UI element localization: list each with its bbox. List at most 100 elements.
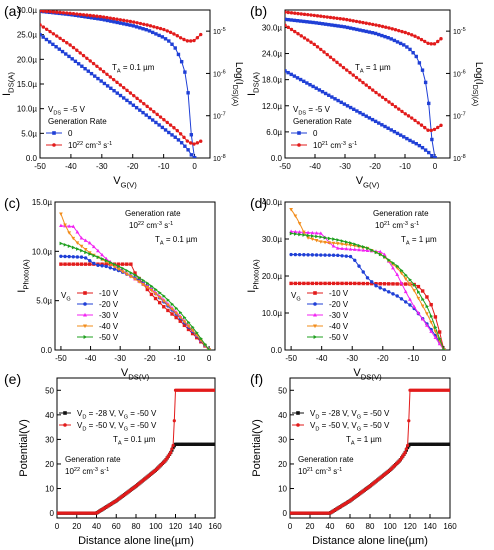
data-point xyxy=(423,125,427,130)
chart-panel-f: (f) 0 20 40 60 80 100 120 140 160 0 10 20 30 40 50 Dista… xyxy=(250,371,457,547)
x-tick-label: -30 xyxy=(96,162,108,171)
data-point xyxy=(319,235,323,239)
data-point xyxy=(311,20,315,25)
data-point xyxy=(335,16,339,20)
data-point xyxy=(436,125,440,130)
data-point xyxy=(348,26,353,30)
data-point xyxy=(111,17,116,21)
data-point xyxy=(427,150,431,155)
data-point xyxy=(390,102,394,107)
data-point xyxy=(172,32,176,36)
data-point xyxy=(306,233,311,238)
data-point xyxy=(293,252,298,257)
data-point xyxy=(80,248,84,253)
data-point xyxy=(361,281,365,286)
data-point xyxy=(63,223,67,227)
legend-swatch-marker xyxy=(297,131,301,135)
data-point xyxy=(149,288,154,293)
panel-label: (d) xyxy=(250,195,267,211)
data-point xyxy=(125,19,129,23)
legend-title: VG​ xyxy=(291,291,301,302)
x-tick-label: -10 xyxy=(399,162,411,171)
data-point xyxy=(96,17,100,21)
data-point xyxy=(370,280,374,284)
data-point xyxy=(361,112,365,117)
plot-frame xyxy=(54,201,216,351)
data-point xyxy=(335,246,340,250)
data-point xyxy=(398,41,403,46)
data-point xyxy=(344,281,348,286)
data-point xyxy=(286,17,290,22)
x-axis-label: VG(V)​ xyxy=(113,175,137,189)
panel-label: (e) xyxy=(4,371,21,387)
data-point xyxy=(340,242,344,247)
annotation-vds: VDS​ = -5 V xyxy=(48,105,86,116)
data-point xyxy=(147,29,152,33)
data-point xyxy=(395,264,400,269)
data-point xyxy=(310,281,315,286)
data-point xyxy=(295,76,300,80)
series-line xyxy=(60,255,210,350)
data-point xyxy=(199,139,203,143)
data-point xyxy=(296,11,300,16)
data-point xyxy=(160,125,165,130)
data-point xyxy=(190,329,195,333)
annotation-ta: TA​ = 1 µm xyxy=(401,235,437,246)
data-point xyxy=(289,11,294,15)
data-point xyxy=(92,253,96,258)
data-point xyxy=(306,236,310,240)
data-point xyxy=(91,14,96,18)
data-point xyxy=(128,91,133,95)
data-point xyxy=(176,52,181,57)
data-point xyxy=(403,450,407,454)
data-point xyxy=(55,10,59,14)
y2-tick-label: 10-6 xyxy=(453,69,466,78)
data-point xyxy=(58,36,62,40)
data-point xyxy=(367,116,372,120)
data-point xyxy=(327,93,331,97)
data-point xyxy=(325,52,329,57)
legend-swatch-marker xyxy=(52,131,56,135)
legend-swatch-marker xyxy=(313,312,317,317)
data-point xyxy=(176,138,181,142)
data-point xyxy=(403,300,408,304)
data-point xyxy=(59,241,63,246)
x-tick-label: -10 xyxy=(174,354,186,363)
legend-label: 1022​ cm-3​ s-1​ xyxy=(68,141,112,150)
y-tick-label: 5.0µ xyxy=(21,129,37,138)
data-point xyxy=(78,12,82,17)
y-tick-label: 10.0µ xyxy=(262,309,283,318)
data-point xyxy=(112,89,116,93)
data-point xyxy=(425,304,429,309)
data-point xyxy=(377,24,381,28)
legend-label: -30 V xyxy=(329,311,349,320)
data-point xyxy=(340,246,344,250)
data-point xyxy=(314,238,319,243)
x-tick-label: -40 xyxy=(65,162,77,171)
legend-label: VD​ = -28 V, VG​ = -50 V xyxy=(310,409,390,420)
data-point xyxy=(423,80,428,85)
series-layer xyxy=(289,208,446,350)
data-point xyxy=(190,331,195,336)
x-tick-label: -30 xyxy=(339,162,351,171)
x-tick-label: -40 xyxy=(309,162,321,171)
data-point xyxy=(353,242,357,247)
annotation-genrate: Generation Rate xyxy=(48,117,107,126)
data-point xyxy=(370,281,374,286)
data-point xyxy=(426,41,430,45)
data-point xyxy=(433,315,438,319)
data-point xyxy=(138,108,142,112)
data-point xyxy=(67,54,71,59)
data-point xyxy=(163,37,168,41)
data-point xyxy=(340,254,344,258)
data-point xyxy=(345,17,349,22)
data-point xyxy=(404,447,408,451)
data-point xyxy=(179,59,184,64)
annotation-vds: VDS​ = -5 V xyxy=(293,105,331,116)
data-point xyxy=(319,14,323,18)
data-point xyxy=(173,46,177,50)
y2-axis-label: Log(IDS)(A)​ xyxy=(231,62,244,106)
x-tick-label: -50 xyxy=(285,354,297,363)
data-point xyxy=(148,107,153,111)
data-point xyxy=(145,104,149,109)
